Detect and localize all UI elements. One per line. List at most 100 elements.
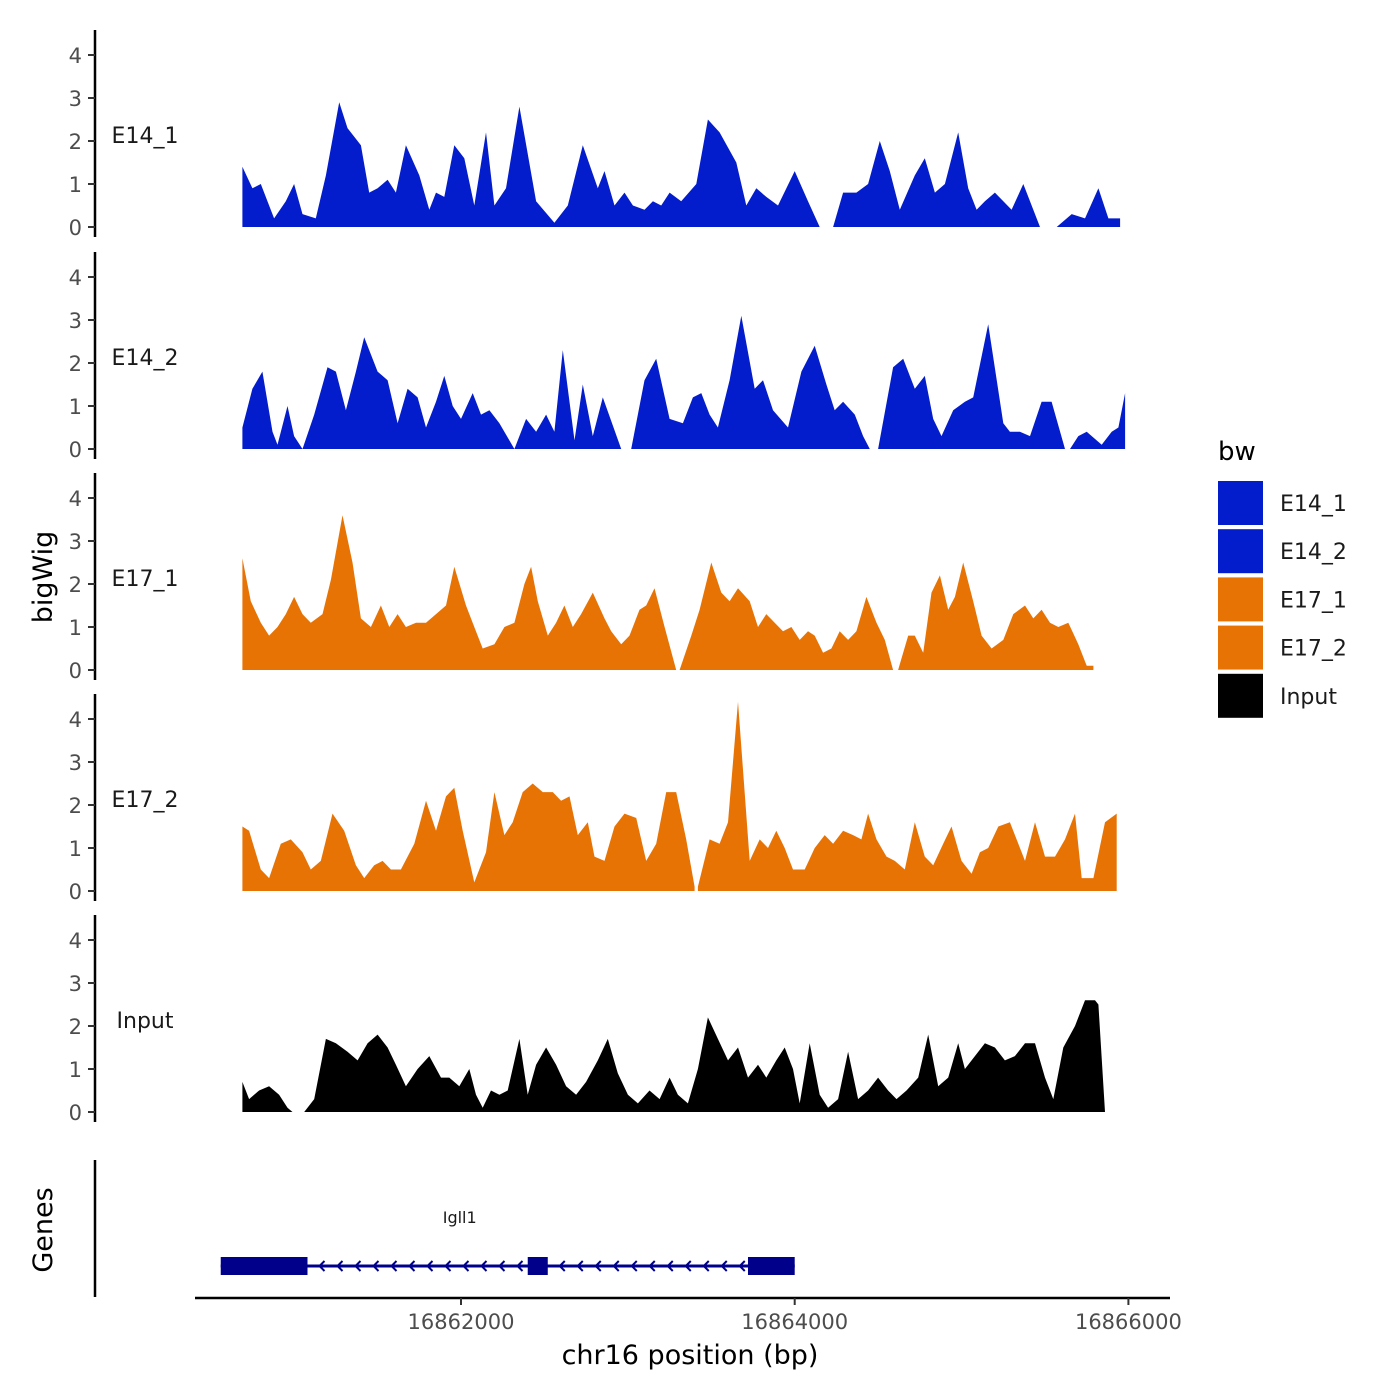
strand-arrow (390, 1260, 398, 1272)
strand-arrow (558, 1260, 566, 1272)
strand-arrow (594, 1260, 602, 1272)
legend-swatch (1218, 577, 1263, 622)
coverage-area (304, 1000, 1105, 1112)
genes-axis-title: Genes (28, 1187, 59, 1272)
strand-arrow (648, 1260, 656, 1272)
coverage-area (1056, 188, 1121, 227)
gene-exon (747, 1257, 795, 1275)
legend-label: E14_1 (1280, 492, 1347, 517)
strand-arrow (666, 1260, 674, 1272)
strand-arrow (444, 1260, 452, 1272)
y-tick-label: 3 (69, 751, 82, 775)
y-tick-label: 2 (69, 1015, 82, 1039)
strand-arrow (372, 1260, 380, 1272)
strand-arrow (480, 1260, 488, 1272)
strand-arrow (318, 1260, 326, 1272)
gene-exon (527, 1257, 548, 1275)
track-e14_2: 0 1 2 3 4 E14_2 (69, 252, 1126, 462)
y-tick-label: 4 (69, 708, 82, 732)
legend-swatch (1218, 529, 1263, 574)
y-tick-label: 2 (69, 794, 82, 818)
track-label: E17_1 (112, 567, 179, 592)
coverage-area (631, 315, 870, 449)
y-tick-label: 1 (69, 837, 82, 861)
strand-arrow (336, 1260, 344, 1272)
x-tick-label: 16866000 (1075, 1310, 1182, 1334)
y-tick-label: 1 (69, 395, 82, 419)
y-tick-label: 2 (69, 130, 82, 154)
coverage-area (242, 337, 622, 449)
y-tick-label: 0 (69, 438, 82, 462)
coverage-area (833, 132, 1040, 227)
strand-arrow (408, 1260, 416, 1272)
y-axis-title: bigWig (28, 531, 59, 624)
strand-arrow (684, 1260, 692, 1272)
strand-arrow (738, 1260, 746, 1272)
coverage-area (1070, 393, 1126, 449)
track-label: E17_2 (112, 788, 179, 813)
legend-swatch (1218, 625, 1263, 670)
legend-label: E17_1 (1280, 588, 1347, 613)
y-tick-label: 1 (69, 616, 82, 640)
y-tick-label: 2 (69, 352, 82, 376)
strand-arrow (516, 1260, 524, 1272)
tracks-group: 0 1 2 3 4 E14_1 0 1 2 3 4 E14_2 0 1 2 3 4 E17_1 0 1 2 3 4 E17_2… (69, 30, 1126, 1125)
legend-label: Input (1280, 685, 1337, 710)
legend-item: E17_2 (1218, 625, 1347, 670)
coverage-area (679, 562, 894, 670)
legend-item: E14_2 (1218, 529, 1347, 574)
x-axis: 16862000 16864000 16866000 (195, 1296, 1182, 1334)
strand-arrow (612, 1260, 620, 1272)
y-tick-label: 4 (69, 487, 82, 511)
x-tick-label: 16862000 (408, 1310, 515, 1334)
genes-track: Igll1 (93, 1160, 795, 1297)
y-tick-label: 0 (69, 1101, 82, 1125)
strand-arrow (354, 1260, 362, 1272)
y-tick-label: 3 (69, 309, 82, 333)
gene-exon (220, 1257, 308, 1275)
y-tick-label: 0 (69, 880, 82, 904)
y-tick-label: 0 (69, 659, 82, 683)
track-label: E14_2 (112, 346, 179, 371)
track-label: E14_1 (112, 124, 179, 149)
legend-item: E14_1 (1218, 481, 1347, 525)
strand-arrow (498, 1260, 506, 1272)
legend-swatch (1218, 673, 1263, 718)
legend-label: E14_2 (1280, 540, 1347, 565)
strand-arrow (462, 1260, 470, 1272)
legend-title: bw (1218, 437, 1256, 467)
y-tick-label: 0 (69, 216, 82, 240)
y-tick-label: 1 (69, 1058, 82, 1082)
legend-label: E17_2 (1280, 637, 1347, 662)
coverage-area (242, 1081, 293, 1112)
strand-arrow (426, 1260, 434, 1272)
y-tick-label: 3 (69, 87, 82, 111)
coverage-area (242, 102, 820, 227)
legend-item: E17_1 (1218, 577, 1347, 622)
legend-swatch (1218, 481, 1263, 525)
x-tick-label: 16864000 (741, 1310, 848, 1334)
track-e17_1: 0 1 2 3 4 E17_1 (69, 473, 1094, 683)
track-e14_1: 0 1 2 3 4 E14_1 (69, 30, 1121, 240)
x-axis-title: chr16 position (bp) (562, 1340, 819, 1371)
y-tick-label: 4 (69, 44, 82, 68)
y-tick-label: 4 (69, 929, 82, 953)
track-label: Input (117, 1009, 174, 1034)
strand-arrow (576, 1260, 584, 1272)
track-input: 0 1 2 3 4 Input (69, 915, 1105, 1125)
coverage-area (898, 562, 1094, 670)
coverage-area (242, 515, 677, 670)
gene-name-label: Igll1 (443, 1208, 477, 1227)
coverage-area (878, 324, 1065, 449)
track-e17_2: 0 1 2 3 4 E17_2 (69, 694, 1117, 904)
y-tick-label: 3 (69, 972, 82, 996)
legend-item: Input (1218, 673, 1337, 718)
y-tick-label: 1 (69, 173, 82, 197)
y-tick-label: 4 (69, 266, 82, 290)
y-tick-label: 3 (69, 530, 82, 554)
legend: E14_1 E14_2 E17_1 E17_2 Input (1218, 481, 1347, 718)
coverage-area (242, 783, 695, 891)
strand-arrow (702, 1260, 710, 1272)
coverage-area (697, 701, 1117, 891)
